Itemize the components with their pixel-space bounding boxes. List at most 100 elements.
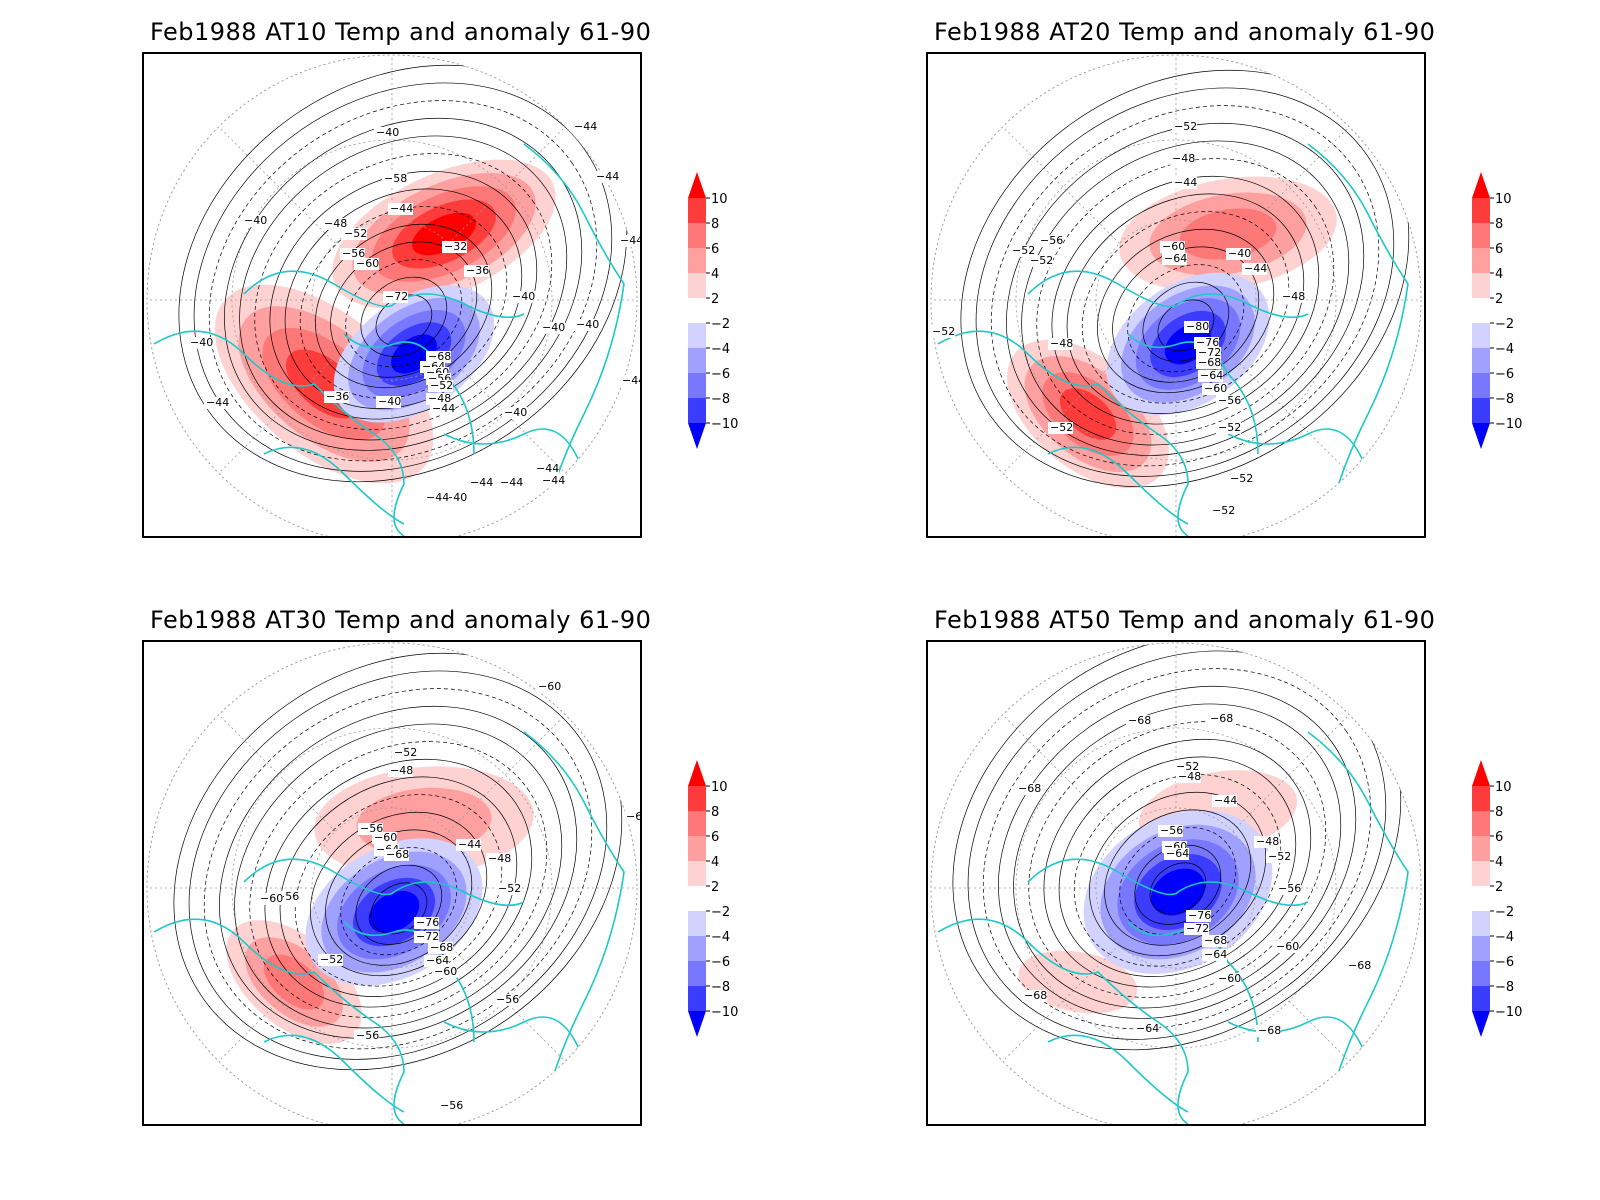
contour-label-bg: [392, 747, 417, 759]
colorbar-cap-low: [688, 1011, 706, 1037]
temperature-contour: [982, 668, 1372, 1030]
contour-label: −40: [576, 318, 599, 331]
contour-label: −40: [542, 321, 565, 334]
contour-label: −48: [1256, 835, 1279, 848]
contour-label: −68: [1258, 1024, 1281, 1037]
contour-label: −56: [342, 247, 365, 260]
contour-label-bg: [324, 391, 349, 403]
contour-label: −60: [626, 810, 640, 823]
contour-label: −44: [1244, 262, 1267, 275]
contour-label: −68: [1024, 989, 1047, 1002]
colorbar-label: 4: [1495, 855, 1503, 870]
contour-label-bg: [618, 235, 640, 247]
contour-label-bg: [540, 322, 565, 334]
contour-label: −40: [504, 406, 527, 419]
contour-label-bg: [1160, 241, 1185, 253]
contour-label: −48: [1282, 290, 1305, 303]
contour-label-bg: [340, 248, 365, 260]
colorbar-swatch: [688, 936, 706, 961]
contour-label: −60: [538, 680, 561, 693]
map-canvas: −52−48−44−56 −60−64−52−52−40−44−48−52−48−…: [930, 54, 1422, 536]
temperature-contour: [1104, 809, 1252, 946]
contour-label-bg: [496, 883, 521, 895]
contour-label-bg: [468, 477, 493, 489]
contour-label: −52: [430, 379, 453, 392]
contour-label: −64: [1164, 252, 1187, 265]
colorbar-label: 10: [1495, 192, 1512, 207]
temperature-contour: [1013, 703, 1342, 1009]
contour-label: −44: [542, 474, 565, 487]
colorbar-label: −6: [1495, 367, 1514, 382]
contour-label-bg: [426, 393, 451, 405]
coastline: [937, 330, 1189, 536]
contour-label-bg: [424, 955, 449, 967]
contour-label: −60: [374, 831, 397, 844]
temperature-contour: [370, 882, 428, 935]
temperature-contour: [1058, 756, 1297, 977]
colorbar-label: −4: [711, 930, 730, 945]
contour-label: −44: [620, 234, 640, 247]
colorbar-swatch: [1472, 886, 1490, 911]
contour-label-bg: [1266, 851, 1291, 863]
colorbar-label: 2: [1495, 292, 1503, 307]
map-title: Feb1988 AT20 Temp and anomaly 61-90: [934, 18, 1436, 46]
contour-label: −48: [1172, 152, 1195, 165]
contour-label: −58: [384, 172, 407, 185]
contour-label: −52: [1268, 850, 1291, 863]
contour-label-bg: [1010, 245, 1035, 257]
colorbar: 10 8 6 4 2 −2 −4 −6 −8 −10: [1464, 168, 1528, 456]
colorbar-swatch: [1472, 961, 1490, 986]
contour-label-bg: [388, 203, 413, 215]
contour-label: −72: [385, 290, 408, 303]
colorbar: 10 8 6 4 2 −2 −4 −6 −8 −10: [1464, 756, 1528, 1044]
colorbar-label: 4: [1495, 267, 1503, 282]
temperature-contour: [299, 206, 508, 399]
coastline: [1047, 1034, 1189, 1113]
contour-label: −52: [1050, 421, 1073, 434]
temperature-contour: [1021, 140, 1350, 446]
colorbar-label: −4: [711, 342, 730, 357]
contour-label-bg: [372, 832, 397, 844]
colorbar-swatch: [1472, 248, 1490, 273]
colorbar-label: −6: [1495, 955, 1514, 970]
polar-map: −52 −48 −44 −56 −60 −64 −52 −52 −40 −44 −48 −52 −48−…: [926, 52, 1426, 538]
contour-label-bg: [1226, 248, 1251, 260]
contour-label-bg: [1208, 713, 1233, 725]
contour-label-bg: [498, 477, 523, 489]
colorbar-cap-low: [688, 423, 706, 449]
colorbar-svg: 10 8 6 4 2 −2 −4 −6 −8 −10: [688, 172, 738, 449]
colorbar-swatch: [1472, 373, 1490, 398]
contour-label-bg: [1194, 337, 1219, 349]
colorbar-cap-low: [1472, 423, 1490, 449]
colorbar-swatch: [1472, 398, 1490, 423]
contour-label-bg: [1198, 370, 1223, 382]
contour-label: −48: [488, 852, 511, 865]
contour-label-bg: [456, 839, 481, 851]
colorbar-label: −6: [711, 955, 730, 970]
contour-label-bg: [1216, 395, 1241, 407]
contour-label: −60: [1204, 382, 1227, 395]
contour-label: −32: [444, 240, 467, 253]
contour-label-bg: [502, 407, 527, 419]
contour-label-bg: [624, 811, 640, 823]
contour-label: −36: [326, 390, 349, 403]
map-title: Feb1988 AT50 Temp and anomaly 61-90: [934, 606, 1436, 634]
contour-label-bg: [1228, 473, 1253, 485]
contour-label: −68: [1204, 934, 1227, 947]
contour-label: −68: [428, 350, 451, 363]
colorbar-label: 8: [711, 805, 719, 820]
contour-label: −44: [622, 374, 640, 387]
colorbar-label: −8: [711, 392, 730, 407]
contour-label: −64: [1200, 369, 1223, 382]
colorbar-swatch: [688, 323, 706, 348]
meridian-line: [218, 126, 336, 244]
contour-label-bg: [204, 397, 229, 409]
contour-label-bg: [414, 931, 439, 943]
contour-label: −68: [1210, 712, 1233, 725]
hemisphere-boundary: [146, 54, 638, 536]
colorbar-label: 4: [711, 267, 719, 282]
contour-label-bg: [930, 326, 955, 338]
contour-label-bg: [1164, 848, 1189, 860]
contour-label: −48: [1178, 770, 1201, 783]
contour-label: −44: [432, 402, 455, 415]
